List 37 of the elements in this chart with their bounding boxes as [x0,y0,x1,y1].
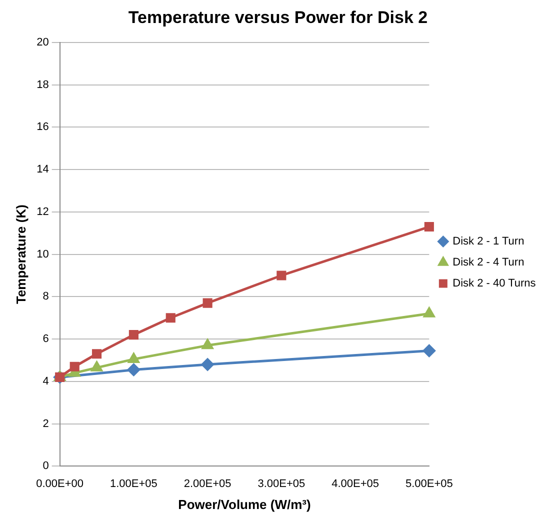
point [276,270,286,280]
y-tick-label: 20 [36,36,49,48]
point [201,358,214,371]
y-tick-label: 12 [36,206,49,218]
y-tick-label: 10 [36,248,49,260]
point [166,313,176,323]
point [422,344,436,357]
x-tick-label: 2.00E+05 [184,478,232,490]
y-tick-label: 8 [42,290,49,303]
y-tick-label: 16 [36,121,49,134]
legend-label: Disk 2 - 40 Turns [452,278,536,290]
point [424,307,435,318]
point [128,352,140,363]
point [127,364,140,376]
x-tick-label: 4.00E+05 [332,478,379,490]
y-axis-title: Temperature (K) [13,204,28,304]
x-tick-label: 5.00E+05 [405,478,453,490]
legend-label: Disk 2 - 4 Turn [452,256,524,269]
x-tick-label: 1.00E+05 [110,478,158,490]
legend-label: Disk 2 - 1 Turn [452,236,524,248]
point [92,349,102,359]
y-tick-label: 14 [36,164,49,176]
y-tick-label: 4 [42,375,49,388]
y-tick-label: 2 [42,418,49,430]
x-tick-label: 3.00E+05 [258,478,306,490]
point [424,222,434,232]
x-axis-title: Power/Volume (W/m³) [178,496,311,512]
point [202,298,212,308]
y-tick-label: 18 [36,78,49,91]
point [91,361,102,372]
y-tick-label: 6 [42,333,49,346]
point [202,339,214,350]
point [70,362,80,372]
point [128,330,138,340]
y-tick-label: 0 [42,460,49,472]
chart-title: Temperature versus Power for Disk 2 [128,8,428,27]
x-tick-label: 0.00E+00 [36,478,84,490]
